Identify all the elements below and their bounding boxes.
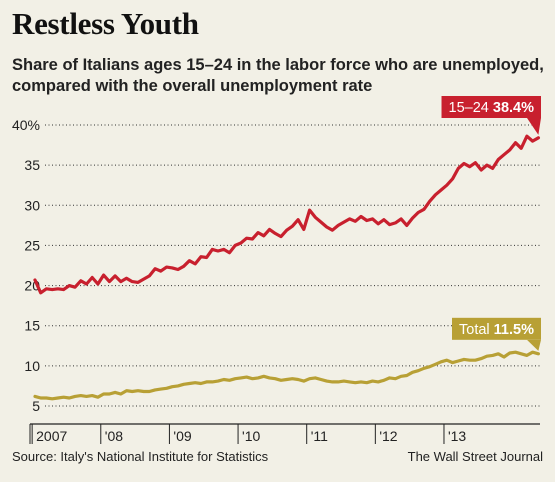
callout-total: Total 11.5% (452, 317, 541, 351)
x-tick-label: '12 (379, 428, 397, 444)
callout-box (452, 317, 541, 340)
chart-title: Restless Youth (12, 6, 199, 41)
x-tick-label: '13 (448, 428, 466, 444)
callout-box (441, 96, 541, 118)
series-line-total (33, 350, 541, 401)
x-tick-label: 2007 (36, 428, 67, 444)
x-tick-label: '08 (105, 428, 123, 444)
x-tick-label: '09 (173, 428, 191, 444)
chart-subtitle: Share of Italians ages 15–24 in the labo… (12, 56, 544, 95)
y-tick-label: 15 (24, 318, 40, 334)
callout-label: 15–24 38.4% (449, 100, 535, 116)
y-tick-label: 30 (24, 197, 40, 213)
x-tick-label: '11 (311, 428, 328, 444)
y-tick-label: 40% (12, 117, 40, 133)
callout-label: Total 11.5% (459, 322, 534, 338)
x-tick-label: '10 (242, 428, 260, 444)
series-line-youth (33, 134, 541, 295)
callout-pointer (527, 118, 541, 135)
publisher-credit: The Wall Street Journal (407, 449, 543, 464)
callout-youth: 15–24 38.4% (441, 96, 541, 135)
y-tick-label: 5 (32, 398, 40, 414)
y-tick-label: 25 (24, 237, 40, 253)
callout-pointer (527, 339, 541, 351)
y-tick-label: 10 (24, 358, 40, 374)
y-tick-label: 35 (24, 157, 40, 173)
source-note: Source: Italy's National Institute for S… (12, 449, 269, 464)
